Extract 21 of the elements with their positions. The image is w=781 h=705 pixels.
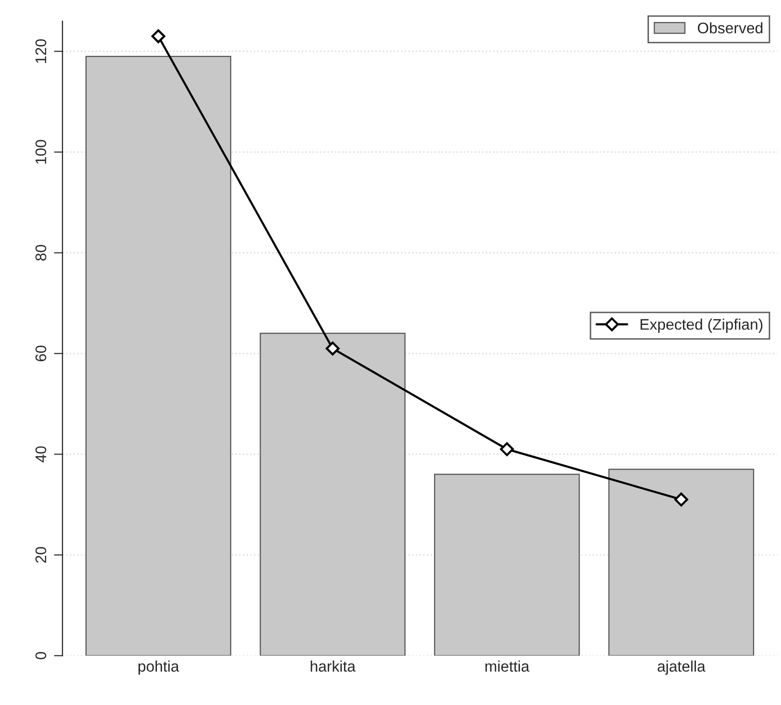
y-tick-label: 60	[35, 346, 46, 362]
bar	[608, 468, 754, 656]
x-tick-label: harkita	[310, 660, 356, 672]
x-tick-label: miettia	[485, 660, 530, 672]
bar	[260, 332, 406, 656]
bar	[85, 56, 232, 656]
y-tick-label: 80	[35, 244, 46, 261]
point	[326, 342, 340, 356]
y-tick-label: 20	[35, 547, 46, 563]
bar	[434, 474, 580, 656]
y-tick-label: 40	[35, 446, 46, 462]
legend-label: Expected (Zipfian)	[640, 318, 762, 333]
point	[500, 442, 514, 456]
y-tick-label: 100	[35, 140, 46, 164]
point	[151, 29, 166, 44]
x-tick-label: ajatella	[658, 660, 706, 675]
x-tick-label: pohtia	[138, 660, 180, 675]
y-tick-label: 120	[35, 39, 46, 63]
legend-label: Observed	[698, 22, 762, 34]
y-tick-label: 0	[35, 652, 46, 660]
point	[674, 492, 688, 506]
